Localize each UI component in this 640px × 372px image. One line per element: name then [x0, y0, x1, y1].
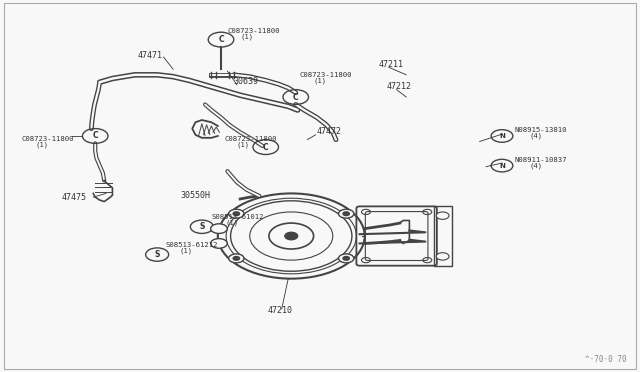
- Circle shape: [228, 254, 244, 263]
- Text: S08513-61012: S08513-61012: [211, 214, 264, 220]
- Text: 47472: 47472: [317, 127, 342, 136]
- Circle shape: [339, 209, 354, 218]
- Text: C08723-11800: C08723-11800: [300, 72, 352, 78]
- Text: S: S: [199, 222, 205, 231]
- Text: (1): (1): [35, 141, 48, 148]
- Text: C: C: [293, 93, 298, 102]
- Text: N08915-13810: N08915-13810: [515, 127, 567, 133]
- Text: (1): (1): [240, 34, 253, 41]
- Circle shape: [339, 254, 354, 263]
- Text: (1): (1): [314, 77, 327, 84]
- Circle shape: [228, 209, 244, 218]
- Circle shape: [233, 212, 239, 215]
- Text: 47211: 47211: [379, 60, 404, 69]
- Text: C08723-11800: C08723-11800: [21, 136, 74, 142]
- Text: S: S: [154, 250, 160, 259]
- Circle shape: [436, 253, 449, 260]
- Text: C: C: [263, 142, 269, 151]
- Circle shape: [285, 232, 298, 240]
- Text: N: N: [499, 133, 505, 139]
- Circle shape: [436, 212, 449, 219]
- Circle shape: [343, 212, 349, 215]
- Text: C08723-11800: C08723-11800: [227, 28, 280, 34]
- Text: N08911-10837: N08911-10837: [515, 157, 567, 163]
- Text: 47210: 47210: [268, 306, 292, 315]
- Text: S08513-61212: S08513-61212: [166, 242, 218, 248]
- Circle shape: [233, 257, 239, 260]
- Text: C: C: [218, 35, 224, 44]
- Circle shape: [343, 257, 349, 260]
- Text: ^·70·0 70: ^·70·0 70: [585, 355, 627, 364]
- Text: 47471: 47471: [138, 51, 163, 60]
- Text: 47212: 47212: [387, 82, 412, 91]
- Circle shape: [211, 224, 227, 234]
- Text: (4): (4): [529, 163, 543, 169]
- Text: C: C: [92, 131, 98, 141]
- Text: (1): (1): [179, 248, 193, 254]
- Text: N: N: [499, 163, 505, 169]
- Text: 30550H: 30550H: [180, 191, 211, 200]
- Text: 30639: 30639: [234, 77, 259, 86]
- Text: 47475: 47475: [61, 193, 86, 202]
- Text: (1): (1): [225, 220, 239, 227]
- Text: C08723-11800: C08723-11800: [224, 136, 276, 142]
- Text: (1): (1): [237, 141, 250, 148]
- Circle shape: [211, 238, 227, 248]
- Text: (4): (4): [529, 133, 543, 140]
